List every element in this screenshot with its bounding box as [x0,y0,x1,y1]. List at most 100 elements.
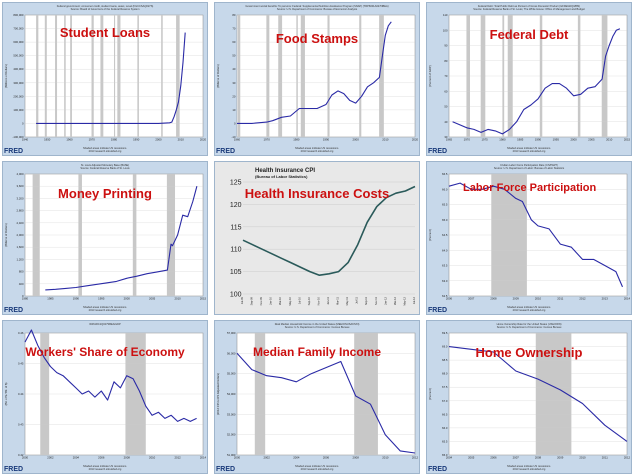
x-tick-label: 1950 [44,138,51,142]
y-tick-label: 0.45 [18,362,24,366]
x-tick-label: 2004 [293,456,300,460]
x-tick-label: 2008 [535,456,542,460]
y-tick-label: 68.0 [442,372,448,376]
footer-text: 2013 research.stlouisfed.org [89,467,122,471]
x-tick-label: 2008 [124,456,131,460]
x-tick-label: 2010 [174,297,181,301]
y-tick-label: 0 [234,121,236,125]
home-ownership-chart: Home Ownership Rate for the United State… [427,321,631,473]
x-tick-label: 2008 [353,456,360,460]
y-axis-label: (Millions of Dollars) [4,64,8,88]
y-tick-label: 90 [444,44,448,48]
x-tick-label: Jan-12 [383,296,387,304]
x-tick-label: 2005 [149,297,156,301]
y-tick-label: 65.5 [442,439,448,443]
y-tick-label: 70 [444,74,448,78]
y-tick-label: 63.0 [442,279,448,283]
x-tick-label: 2000 [353,138,360,142]
fred-logo: FRED [4,307,23,314]
y-tick-label: 110 [230,247,241,254]
x-tick-label: 2006 [490,456,497,460]
panel-title: Workers' Share of Economy [3,345,207,359]
x-tick-label: 2012 [174,456,181,460]
x-tick-label: 2004 [73,456,80,460]
x-tick-label: 2014 [200,456,207,460]
footer-text: 2013 research.stlouisfed.org [513,149,546,153]
x-tick-label: 1990 [73,297,80,301]
x-tick-label: 2002 [264,456,271,460]
x-tick-label: Jul-10 [297,296,301,304]
y-tick-label: 105 [230,269,242,276]
y-tick-label: 600,000 [13,40,24,44]
panel-title: Money Printing [3,186,207,201]
x-tick-label: Mar-10 [278,296,282,305]
y-tick-label: 400 [19,282,24,286]
y-tick-label: 60 [444,89,448,93]
panel-federal-debt: Federal Debt: Total Public Debt as Perce… [426,2,632,156]
x-tick-label: Nov-09 [259,296,263,305]
header-text: Source: U.S. Department of Commerce: Cen… [285,325,350,329]
x-tick-label: 1985 [47,297,54,301]
x-tick-label: 2007 [513,456,520,460]
y-axis-label: (Billions of Dollars) [216,64,220,87]
footer-text: 2013 research.stlouisfed.org [513,308,546,312]
y-tick-label: 200,000 [13,94,24,98]
x-tick-label: May-12 [402,296,406,305]
x-tick-label: 2000 [234,456,241,460]
header-text: W461RC1Q027SBEA/GDP [89,322,121,326]
y-tick-label: 40 [232,67,236,71]
x-tick-label: 1975 [481,138,488,142]
x-tick-label: 2010 [606,138,613,142]
header-text: Source: U.S. Department of Commerce: Bur… [277,7,358,11]
median-income-chart: Real Median Household Income in the Unit… [215,321,419,473]
y-axis-label: (Billions of Dollars) [4,223,8,246]
x-tick-label: 2011 [602,456,608,460]
header-text: Source: U.S. Department of Labor: Bureau… [494,166,565,170]
x-tick-label: 2009 [557,456,564,460]
x-tick-label: 1970 [89,138,96,142]
x-tick-label: Jan-10 [269,296,273,304]
y-tick-label: 64.5 [442,233,448,237]
panel-title: Student Loans [3,25,207,40]
x-tick-label: 1970 [464,138,471,142]
x-tick-label: Jul-09 [240,296,244,304]
x-tick-label: 2000 [124,297,131,301]
x-tick-label: 1990 [323,138,330,142]
y-tick-label: 1,600 [17,245,24,249]
y-tick-label: 800,000 [13,13,24,17]
x-tick-label: 1995 [553,138,560,142]
y-axis-label: (Percent) [428,388,432,400]
y-tick-label: 64.0 [442,248,448,252]
x-tick-label: 1980 [293,138,300,142]
x-tick-label: 2006 [446,297,453,301]
footer-text: 2013 research.stlouisfed.org [89,308,122,312]
footer-text: 2013 research.stlouisfed.org [513,467,546,471]
x-tick-label: Jul-12 [412,296,416,304]
x-tick-label: 2010 [579,456,586,460]
panel-title: Federal Debt [427,27,631,42]
x-tick-label: 2006 [323,456,330,460]
x-tick-label: 2005 [588,138,595,142]
y-axis-label: (Bil. of $ / Bil. of $) [4,383,8,406]
x-tick-label: 2002 [47,456,54,460]
panel-labor-force: Civilian Labor Force Participation Rate … [426,161,632,315]
y-tick-label: 50 [232,54,236,58]
x-tick-label: 2005 [468,456,475,460]
panel-money-printing: St. Louis Adjusted Monetary Base (BASE)S… [2,161,208,315]
panel-food-stamps: Government social benefits: To persons: … [214,2,420,156]
header-text: Source: U.S. Department of Commerce: Cen… [497,325,562,329]
x-tick-label: Sep-09 [250,296,254,305]
y-tick-label: 0 [22,121,24,125]
fred-logo: FRED [428,148,447,155]
x-tick-label: 2009 [513,297,520,301]
x-tick-label: Nov-11 [374,296,378,305]
x-tick-label: Jul-11 [355,296,359,303]
x-tick-label: 2014 [624,297,631,301]
y-tick-label: 54,000 [227,392,236,396]
y-tick-label: 100,000 [13,108,24,112]
x-tick-label: 2015 [200,297,207,301]
x-tick-label: 2000 [570,138,577,142]
food-stamps-chart: Government social benefits: To persons: … [215,3,419,155]
x-tick-label: 1980 [499,138,506,142]
